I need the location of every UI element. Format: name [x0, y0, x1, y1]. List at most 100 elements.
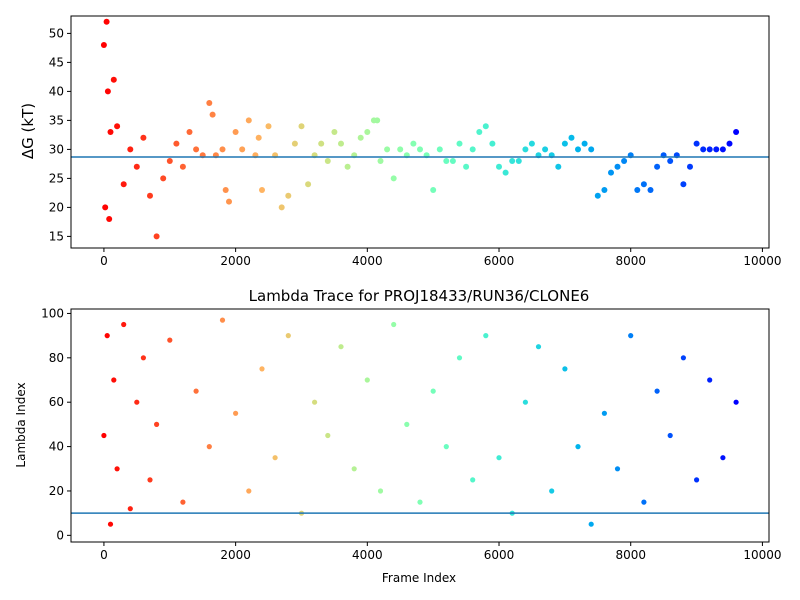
data-point [667, 432, 673, 439]
data-point [364, 129, 371, 135]
x-tick-label: 8000 [615, 548, 646, 562]
data-point [687, 163, 693, 170]
data-point [443, 444, 449, 450]
data-point [641, 499, 647, 505]
data-point [449, 158, 456, 164]
data-point [140, 355, 146, 361]
data-point [239, 146, 246, 153]
x-tick-label: 8000 [615, 254, 646, 268]
lambda-y-axis-label: Lambda Index [14, 382, 28, 467]
x-tick-label: 4000 [352, 254, 383, 268]
delta-g-points [100, 18, 740, 240]
data-point [680, 355, 687, 361]
data-point [601, 187, 608, 193]
data-point [318, 140, 325, 147]
data-point [325, 432, 331, 439]
x-tick-label: 4000 [352, 548, 383, 562]
data-point [693, 140, 700, 147]
data-point [193, 388, 199, 394]
data-point [410, 140, 417, 147]
data-point [209, 111, 216, 118]
data-point [397, 146, 404, 153]
data-point [713, 146, 720, 153]
data-point [555, 163, 562, 170]
data-point [114, 123, 121, 130]
data-point [291, 140, 298, 147]
y-tick-label: 80 [49, 351, 64, 365]
data-point [634, 187, 641, 193]
x-tick-label: 0 [100, 254, 108, 268]
data-point [255, 134, 262, 141]
data-point [121, 321, 127, 328]
data-point [106, 216, 113, 222]
data-point [120, 181, 127, 188]
data-point [614, 163, 621, 170]
data-point [562, 366, 568, 372]
data-point [614, 466, 621, 472]
y-tick-label: 50 [49, 26, 64, 40]
data-point [549, 488, 555, 494]
data-point [167, 337, 173, 343]
data-point [102, 204, 109, 211]
data-point [232, 129, 239, 135]
data-point [694, 477, 700, 483]
data-point [110, 76, 117, 83]
data-point [104, 333, 110, 339]
data-point [222, 187, 229, 193]
data-point [278, 204, 285, 211]
data-point [245, 117, 252, 124]
data-point [179, 163, 186, 170]
data-point [476, 129, 483, 135]
data-point [430, 187, 437, 193]
data-point [456, 355, 463, 361]
data-point [528, 140, 535, 147]
data-point [147, 477, 153, 483]
data-point [640, 181, 647, 188]
data-point [305, 181, 312, 188]
data-point [535, 344, 542, 350]
delta-g-x-ticks: 0 2000 4000 6000 8000 10000 [100, 248, 782, 268]
data-point [272, 455, 278, 461]
y-tick-label: 20 [49, 200, 64, 214]
data-point [667, 158, 674, 164]
data-point [133, 163, 140, 170]
data-point [417, 499, 423, 505]
data-point [101, 432, 107, 439]
data-point [456, 140, 463, 147]
data-point [324, 158, 331, 164]
data-point [312, 399, 318, 405]
data-point [404, 421, 410, 427]
data-point [206, 444, 212, 450]
data-point [100, 42, 107, 48]
data-point [107, 521, 114, 527]
data-point [364, 377, 370, 383]
x-tick-label: 10000 [743, 254, 781, 268]
y-tick-label: 35 [49, 113, 64, 127]
data-point [153, 233, 160, 240]
data-point [647, 187, 654, 193]
data-point [522, 399, 529, 405]
data-point [180, 499, 186, 505]
data-point [265, 123, 272, 130]
data-point [154, 421, 160, 427]
data-point [140, 134, 147, 141]
data-point [483, 333, 489, 339]
data-point [568, 134, 575, 141]
y-tick-label: 0 [56, 528, 64, 542]
data-point [233, 410, 239, 416]
data-point [134, 399, 140, 405]
data-point [561, 140, 568, 147]
data-point [621, 158, 628, 164]
data-point [542, 146, 549, 153]
x-tick-label: 2000 [220, 548, 251, 562]
data-point [384, 146, 391, 153]
data-point [522, 146, 529, 153]
data-point [246, 488, 252, 494]
lambda-x-axis-label: Frame Index [382, 571, 456, 585]
data-point [654, 163, 661, 170]
data-point [186, 129, 193, 135]
data-point [285, 333, 291, 339]
data-point [706, 146, 713, 153]
data-point [331, 129, 338, 135]
